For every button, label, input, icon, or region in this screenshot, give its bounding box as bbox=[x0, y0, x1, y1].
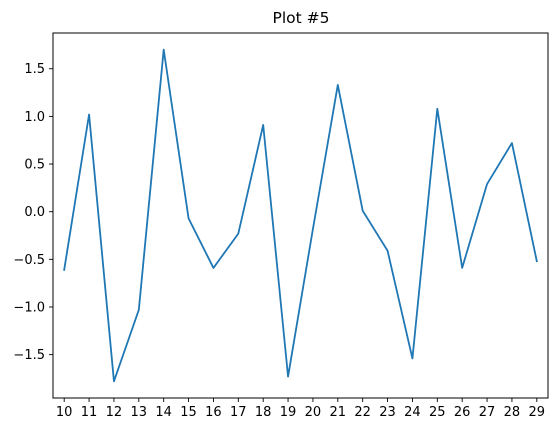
data-point bbox=[112, 379, 116, 383]
data-point bbox=[236, 232, 240, 236]
y-tick-label: 1.0 bbox=[24, 110, 45, 125]
data-point bbox=[361, 209, 365, 213]
data-point bbox=[137, 308, 141, 312]
data-point bbox=[211, 266, 215, 270]
data-point bbox=[535, 259, 539, 263]
data-point bbox=[336, 83, 340, 87]
data-point bbox=[311, 227, 315, 231]
y-tick-label: −0.5 bbox=[13, 253, 45, 268]
data-point bbox=[386, 249, 390, 253]
y-tick-label: −1.5 bbox=[13, 348, 45, 363]
x-tick-label: 11 bbox=[81, 405, 98, 420]
x-tick-label: 12 bbox=[106, 405, 123, 420]
y-tick-label: −1.0 bbox=[13, 300, 45, 315]
data-point bbox=[87, 112, 91, 116]
data-point bbox=[62, 268, 66, 272]
x-tick-label: 24 bbox=[404, 405, 421, 420]
x-tick-label: 29 bbox=[529, 405, 546, 420]
data-point bbox=[460, 266, 464, 270]
x-tick-label: 17 bbox=[230, 405, 247, 420]
x-tick-label: 23 bbox=[379, 405, 396, 420]
x-tick-label: 19 bbox=[280, 405, 297, 420]
chart-title: Plot #5 bbox=[273, 9, 330, 27]
x-tick-label: 16 bbox=[205, 405, 222, 420]
x-tick-label: 20 bbox=[305, 405, 322, 420]
x-tick-label: 10 bbox=[56, 405, 73, 420]
data-point bbox=[410, 356, 414, 360]
y-tick-label: 0.0 bbox=[24, 205, 45, 220]
y-tick-label: 0.5 bbox=[24, 158, 45, 173]
x-tick-label: 22 bbox=[354, 405, 371, 420]
data-point bbox=[286, 375, 290, 379]
x-tick-label: 13 bbox=[131, 405, 148, 420]
data-point bbox=[162, 48, 166, 52]
x-tick-label: 28 bbox=[504, 405, 521, 420]
data-point bbox=[435, 107, 439, 111]
x-tick-label: 26 bbox=[454, 405, 471, 420]
data-point bbox=[510, 141, 514, 145]
x-tick-label: 25 bbox=[429, 405, 446, 420]
x-tick-label: 21 bbox=[330, 405, 347, 420]
x-tick-label: 14 bbox=[155, 405, 172, 420]
y-tick-label: 1.5 bbox=[24, 62, 45, 77]
x-tick-label: 18 bbox=[255, 405, 272, 420]
data-point bbox=[187, 216, 191, 220]
data-point bbox=[261, 123, 265, 127]
x-tick-label: 27 bbox=[479, 405, 496, 420]
x-tick-label: 15 bbox=[180, 405, 197, 420]
data-point bbox=[485, 182, 489, 186]
